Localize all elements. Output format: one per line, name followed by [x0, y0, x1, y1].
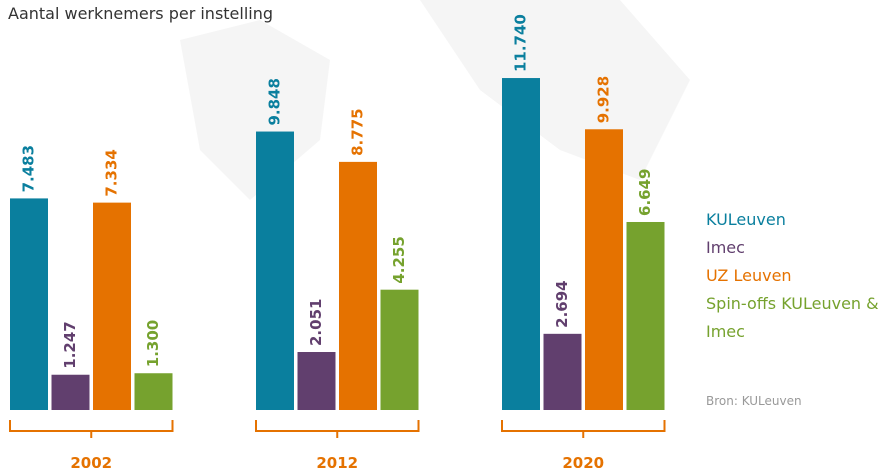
data-label: 9.848	[266, 78, 284, 125]
bar	[134, 373, 173, 410]
bar	[51, 374, 90, 410]
legend-entry: KULeuven	[706, 210, 786, 229]
data-label: 6.649	[636, 169, 654, 216]
chart-title: Aantal werknemers per instelling	[8, 4, 274, 23]
bar	[380, 289, 419, 410]
group-bracket	[255, 420, 420, 438]
data-label: 1.247	[61, 321, 79, 368]
x-tick-label: 2020	[562, 454, 604, 470]
map-shape	[180, 20, 330, 200]
data-label: 1.300	[144, 320, 162, 367]
bar	[585, 129, 623, 411]
legend: KULeuven Imec UZ Leuven Spin-offs KULeuven …	[706, 206, 889, 346]
bar	[297, 352, 336, 410]
x-tick-label: 2012	[316, 454, 358, 470]
data-label: 7.483	[20, 145, 38, 192]
source-note: Bron: KULeuven	[706, 394, 802, 408]
x-tick-label: 2002	[70, 454, 112, 470]
group-bracket	[9, 420, 174, 438]
legend-entry: UZ Leuven	[706, 266, 792, 285]
bar	[10, 198, 48, 410]
bar	[93, 202, 131, 410]
bar	[543, 333, 582, 410]
legend-entry: Spin-offs KULeuven & Imec	[706, 294, 879, 341]
data-label: 9.928	[595, 76, 613, 123]
data-label: 4.255	[390, 236, 408, 283]
bar	[502, 78, 540, 410]
group-bracket	[501, 420, 666, 438]
data-label: 8.775	[349, 108, 367, 155]
data-label: 2.051	[307, 299, 325, 346]
bar	[339, 161, 377, 410]
bar	[626, 221, 665, 410]
map-shape	[420, 0, 690, 180]
legend-entry: Imec	[706, 238, 745, 257]
data-label: 2.694	[553, 280, 571, 327]
data-label: 7.334	[103, 149, 121, 196]
bar	[256, 131, 294, 410]
data-label: 11.740	[512, 14, 530, 72]
